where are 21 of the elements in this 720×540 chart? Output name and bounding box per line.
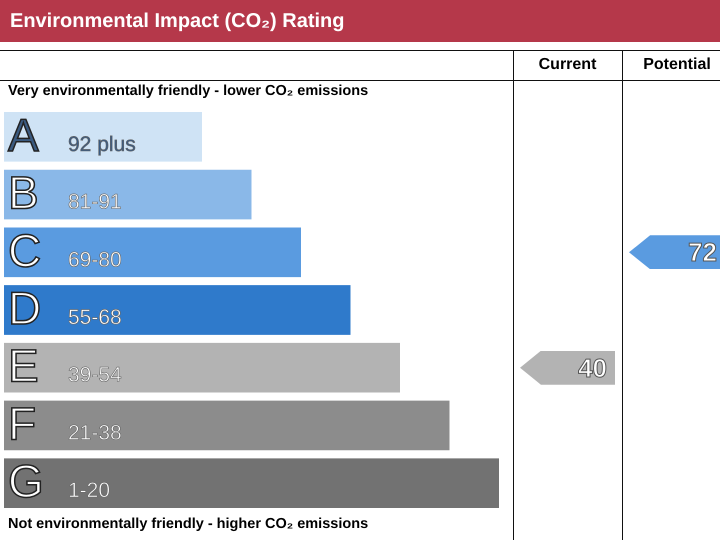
category-label: D 55-68 <box>8 282 122 334</box>
bar <box>4 112 202 162</box>
category-label: G 1-20 <box>8 455 110 508</box>
category-label: A 92 plus <box>8 108 136 161</box>
category-label: B 81-91 <box>8 166 122 219</box>
text: Not environmentally friendly - higher CO₂ emissions <box>8 516 368 532</box>
text: Potential <box>642 55 712 75</box>
bar <box>4 227 301 278</box>
pointer-tag: 72 <box>629 235 720 270</box>
text: Very environmentally friendly - lower CO₂ emissions <box>8 83 368 99</box>
chart-title: Environmental Impact (CO₂) Rating <box>0 0 720 42</box>
category-label: E 39-54 <box>8 340 122 392</box>
bar <box>4 285 350 335</box>
text: Current <box>538 55 598 75</box>
pointer-tag: 40 <box>520 350 615 385</box>
bar <box>4 400 450 450</box>
category-label: F 21-38 <box>8 397 122 450</box>
bar <box>4 170 252 220</box>
category-label: C 69-80 <box>8 224 122 276</box>
bar <box>4 342 400 393</box>
bar <box>4 458 499 508</box>
